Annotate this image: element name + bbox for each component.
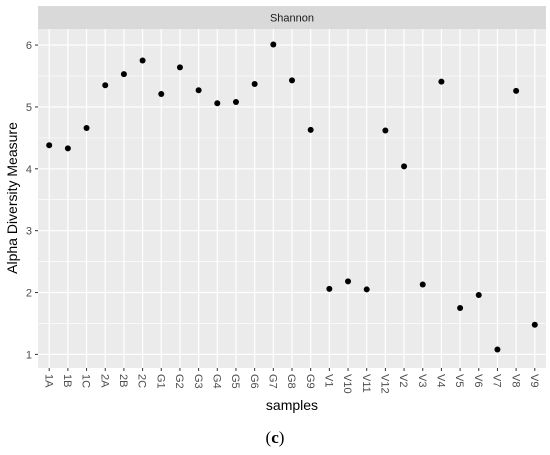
x-tick-label: V5	[453, 374, 465, 387]
x-tick-label: V10	[341, 374, 353, 394]
x-tick-label: G6	[248, 374, 260, 389]
data-point: G7: 6.01	[270, 41, 277, 48]
y-tick-label: 3	[26, 226, 32, 238]
x-tick-label: G9	[304, 374, 316, 389]
data-point: G5: 5.08	[232, 98, 239, 105]
facet-strip-label: Shannon	[270, 13, 314, 25]
axis-ticks: 1 2 3 4 5 6 1A 1B 1C 2A 2B 2C G1 G2 G3 G4 G5 G6 G7 G8 G9 V1 V1…	[26, 40, 540, 393]
data-point: G9: 4.63	[307, 126, 314, 133]
data-point: V9: 1.48	[531, 321, 538, 328]
data-points: 1A: 4.38 1B: 4.33 1C: 4.66 2A: 5.35 2B: 5.53…	[46, 41, 538, 353]
data-point: V7: 1.08	[494, 346, 501, 353]
x-tick-label: 2A	[98, 374, 110, 388]
x-tick-label: 2B	[117, 374, 129, 387]
data-point: V2: 4.04	[401, 163, 408, 170]
data-point: V8: 5.26	[513, 87, 520, 94]
x-tick-label: V8	[509, 374, 521, 387]
x-tick-label: G8	[285, 374, 297, 389]
data-point: G2: 5.64	[176, 64, 183, 71]
data-point: G3: 5.27	[195, 87, 202, 94]
x-tick-label: G2	[173, 374, 185, 389]
x-tick-label: G3	[192, 374, 204, 389]
y-tick-label: 4	[26, 164, 32, 176]
facet-strip	[38, 6, 546, 29]
data-point: 2A: 5.35	[102, 82, 109, 89]
y-tick-label: 1	[26, 349, 32, 361]
y-tick-label: 2	[26, 288, 32, 300]
data-point: 1B: 4.33	[64, 145, 71, 152]
data-point: G4: 5.06	[214, 100, 221, 107]
y-tick-label: 5	[26, 102, 32, 114]
x-tick-label: 1C	[80, 374, 92, 388]
caption-letter: c	[271, 428, 279, 447]
figure-caption: (c)	[266, 428, 285, 447]
x-tick-label: G1	[154, 374, 166, 389]
x-tick-label: 1A	[42, 374, 54, 388]
data-point: V4: 5.41	[438, 78, 445, 85]
data-point: G8: 5.43	[289, 77, 295, 84]
x-tick-label: V7	[491, 374, 503, 387]
data-point: V11: 2.05	[363, 286, 370, 293]
data-point: G1: 5.21	[158, 90, 165, 97]
data-point: V12: 4.62	[382, 127, 389, 134]
data-point: V5: 1.75	[457, 304, 464, 311]
x-axis-title: samples	[266, 397, 318, 413]
x-tick-label: V12	[379, 374, 391, 394]
x-tick-label: V1	[323, 374, 335, 387]
data-point: V10: 2.18	[345, 278, 352, 285]
y-axis-title: Alpha Diversity Measure	[4, 122, 20, 274]
data-point: 1A: 4.38	[46, 142, 53, 149]
x-tick-label: 1B	[61, 374, 73, 387]
caption-close-paren: )	[279, 428, 285, 447]
x-tick-label: V6	[472, 374, 484, 387]
x-tick-label: V3	[416, 374, 428, 387]
data-point: V1: 2.06	[326, 285, 333, 292]
data-point: V6: 1.96	[475, 292, 482, 299]
x-tick-label: G4	[210, 374, 222, 389]
data-point: 1C: 4.66	[83, 124, 90, 131]
x-tick-label: V2	[397, 374, 409, 387]
x-tick-label: 2C	[136, 374, 148, 388]
data-point: V3: 2.13	[419, 281, 426, 288]
x-tick-label: G5	[229, 374, 241, 389]
data-point: 2B: 5.53	[120, 71, 127, 78]
grid-lines	[38, 29, 546, 368]
data-point: 2C: 5.75	[139, 57, 146, 64]
x-tick-label: V11	[360, 374, 372, 393]
caption-open-paren: (	[266, 428, 272, 447]
y-tick-label: 6	[26, 40, 32, 52]
x-tick-label: G7	[266, 374, 278, 389]
data-point: G6: 5.37	[251, 81, 258, 88]
x-tick-label: V4	[435, 374, 447, 387]
x-tick-label: V9	[528, 374, 540, 387]
